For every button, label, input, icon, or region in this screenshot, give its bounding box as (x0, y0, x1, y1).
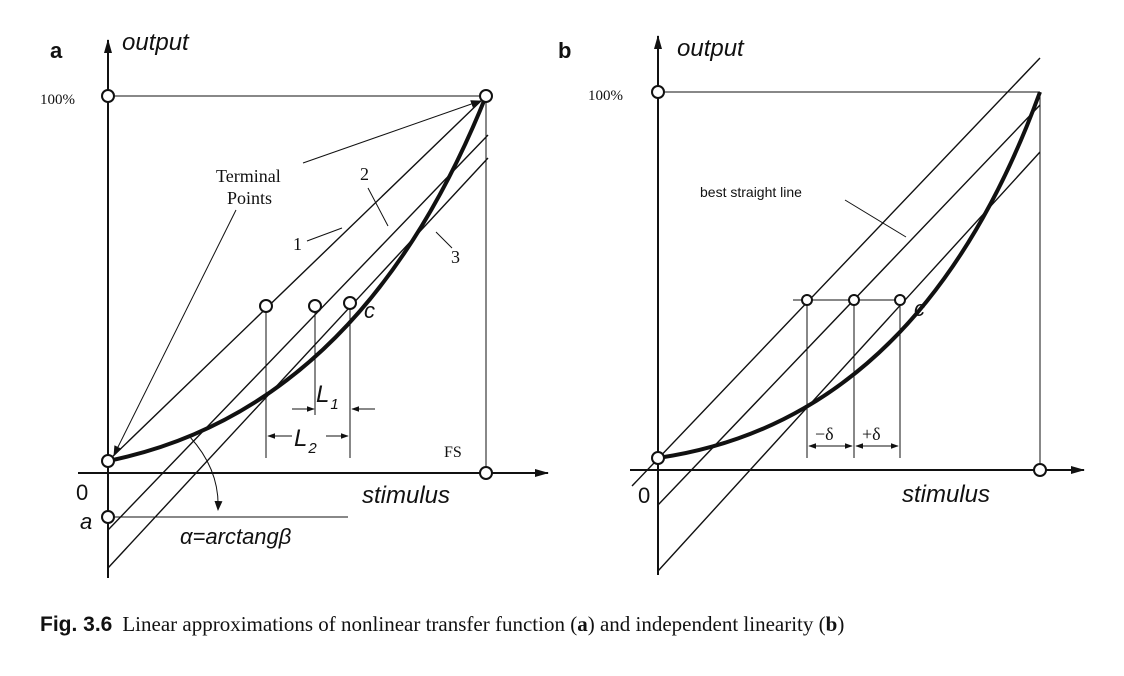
panel-a-leader-2 (367, 187, 389, 227)
panel-b-x-axis-label: stimulus (902, 481, 990, 508)
panel-a-point-origin (101, 454, 115, 468)
caption-bold-b: b (825, 612, 838, 636)
panel-a-letter: a (50, 38, 63, 63)
panel-b-minus-delta-label: −δ (815, 424, 834, 444)
caption-bold-a: a (577, 612, 588, 636)
panel-a-point-fs (479, 466, 493, 480)
panel-b-point-origin (651, 451, 665, 465)
panel-b-transfer-curve (657, 91, 1042, 460)
panel-b-upper-line (631, 57, 1041, 487)
panel-a-x-axis-label: stimulus (362, 482, 450, 509)
figure-caption: Fig. 3.6 Linear approximations of nonline… (40, 612, 844, 637)
panel-a-angle-label: α=arctangβ (180, 524, 292, 549)
figure-number: Fig. 3.6 (40, 613, 113, 636)
panel-a-angle-arc (189, 436, 223, 511)
panel-a-line-3-label: 3 (451, 247, 460, 267)
caption-text-1: Linear approximations of nonlinear trans… (122, 612, 578, 636)
panel-a-terminal-arrow-top (302, 100, 481, 164)
panel-a-100-label: 100% (40, 92, 75, 108)
panel-a (78, 39, 549, 578)
panel-a-c-label: c (364, 298, 375, 323)
panel-a-terminal-arrow-bottom (113, 209, 237, 456)
panel-b-y-axis-label: output (677, 35, 745, 62)
panel-a-point-terminal-top (479, 89, 493, 103)
panel-b-labels: b output stimulus 100% 0 best straight l… (558, 35, 990, 508)
panel-a-point-100 (101, 89, 115, 103)
panel-a-origin-label: 0 (76, 480, 88, 505)
panel-b-best-line (657, 104, 1041, 506)
panel-a-line-3 (107, 157, 489, 569)
panel-b-best-line-leader (844, 199, 907, 238)
panel-a-labels: a output stimulus 100% 0 a FS Terminal P… (40, 29, 462, 549)
panel-a-leader-1 (306, 227, 343, 242)
caption-text-3: ) (837, 612, 845, 636)
panel-b-point-100 (651, 85, 665, 99)
panel-a-a-label: a (80, 509, 92, 534)
panel-a-l2-label: L2 (294, 425, 317, 457)
panel-a-point-line2 (308, 299, 322, 313)
panel-a-line-2-label: 2 (360, 164, 369, 184)
panel-a-point-a (101, 510, 115, 524)
caption-text-2: ) and independent linearity ( (587, 612, 826, 636)
panel-a-line-2 (107, 134, 489, 531)
panel-b-plus-delta-label: +δ (862, 424, 881, 444)
panel-b-point-upper (801, 294, 813, 306)
panel-b-point-c (894, 294, 906, 306)
panel-a-fs-label: FS (444, 444, 462, 461)
panel-b-origin-label: 0 (638, 483, 650, 508)
panel-b-point-fs (1033, 463, 1047, 477)
panel-a-point-c (343, 296, 357, 310)
panel-b-point-best (848, 294, 860, 306)
panel-a-l1-label: L1 (316, 381, 339, 413)
panel-b-lower-line (657, 151, 1041, 572)
panel-b-letter: b (558, 38, 571, 63)
panel-a-leader-3 (435, 231, 453, 249)
panel-a-line-1 (107, 95, 487, 462)
panel-a-terminal-label-1: Terminal (216, 166, 281, 186)
panel-b-100-label: 100% (588, 88, 623, 104)
panel-b-best-line-label: best straight line (700, 184, 802, 200)
panel-a-point-line1 (259, 299, 273, 313)
panel-b-c-label: c (914, 296, 925, 321)
panel-a-transfer-curve (107, 95, 488, 463)
panel-a-y-axis-label: output (122, 29, 190, 56)
panel-a-line-1-label: 1 (293, 234, 302, 254)
panel-a-terminal-label-2: Points (227, 188, 272, 208)
panel-b (630, 35, 1085, 575)
